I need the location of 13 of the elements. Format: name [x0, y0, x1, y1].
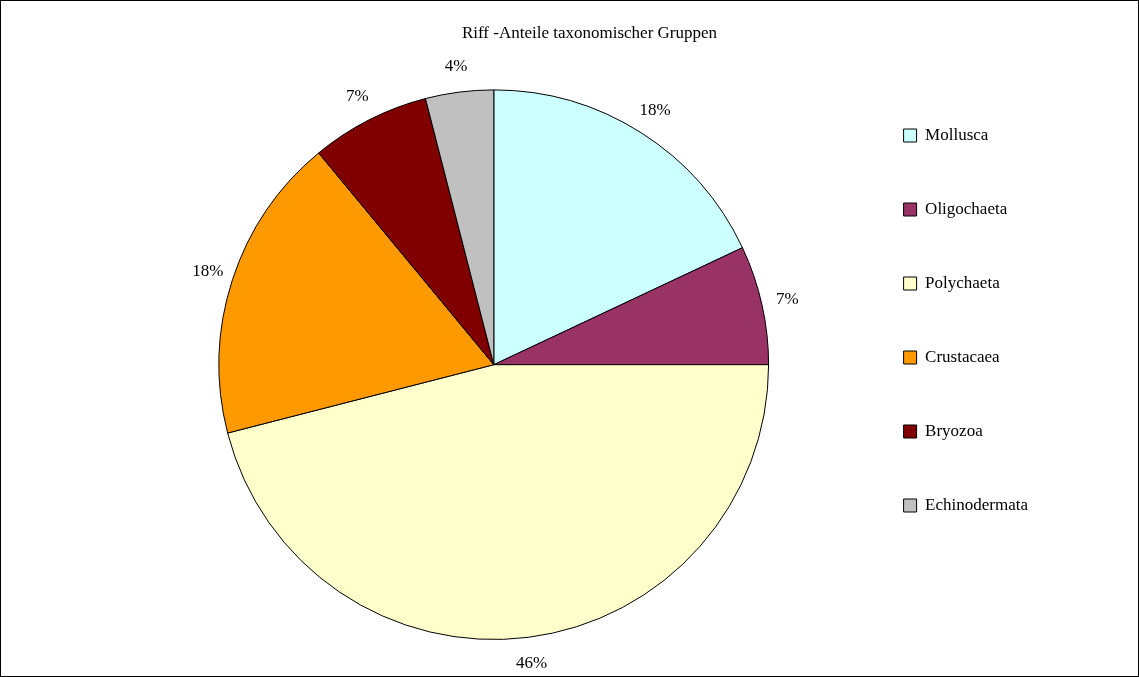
data-label: 18%: [639, 100, 671, 120]
legend-label: Crustacaea: [925, 346, 1001, 366]
legend-label: Echinodermata: [925, 494, 1029, 514]
legend-label: Oligochaeta: [925, 198, 1008, 218]
legend-label: Polychaeta: [925, 272, 1001, 292]
data-label: 7%: [776, 288, 799, 308]
data-label: 18%: [192, 261, 224, 281]
legend-label: Mollusca: [925, 124, 989, 144]
legend-label: Bryozoa: [925, 420, 984, 440]
data-label: 46%: [515, 652, 548, 672]
chart-title: Riff -Anteile taxonomischer Gruppen: [461, 22, 718, 42]
data-label: 4%: [444, 55, 468, 75]
data-label: 7%: [345, 86, 369, 106]
